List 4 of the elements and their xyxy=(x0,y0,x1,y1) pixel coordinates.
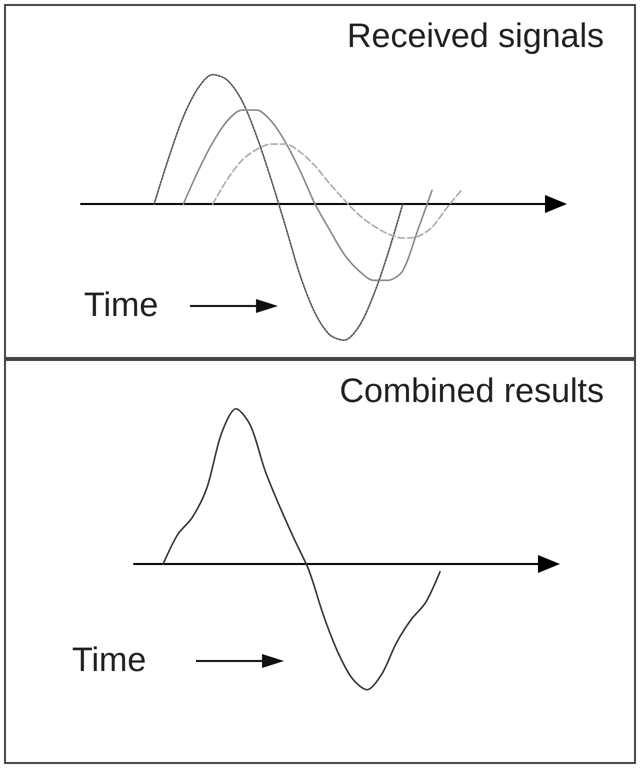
chart-title: Received signals xyxy=(346,17,604,55)
chart-title: Combined results xyxy=(339,372,604,410)
x-axis-title: Time xyxy=(84,286,158,325)
x-axis-title: Time xyxy=(72,641,146,680)
